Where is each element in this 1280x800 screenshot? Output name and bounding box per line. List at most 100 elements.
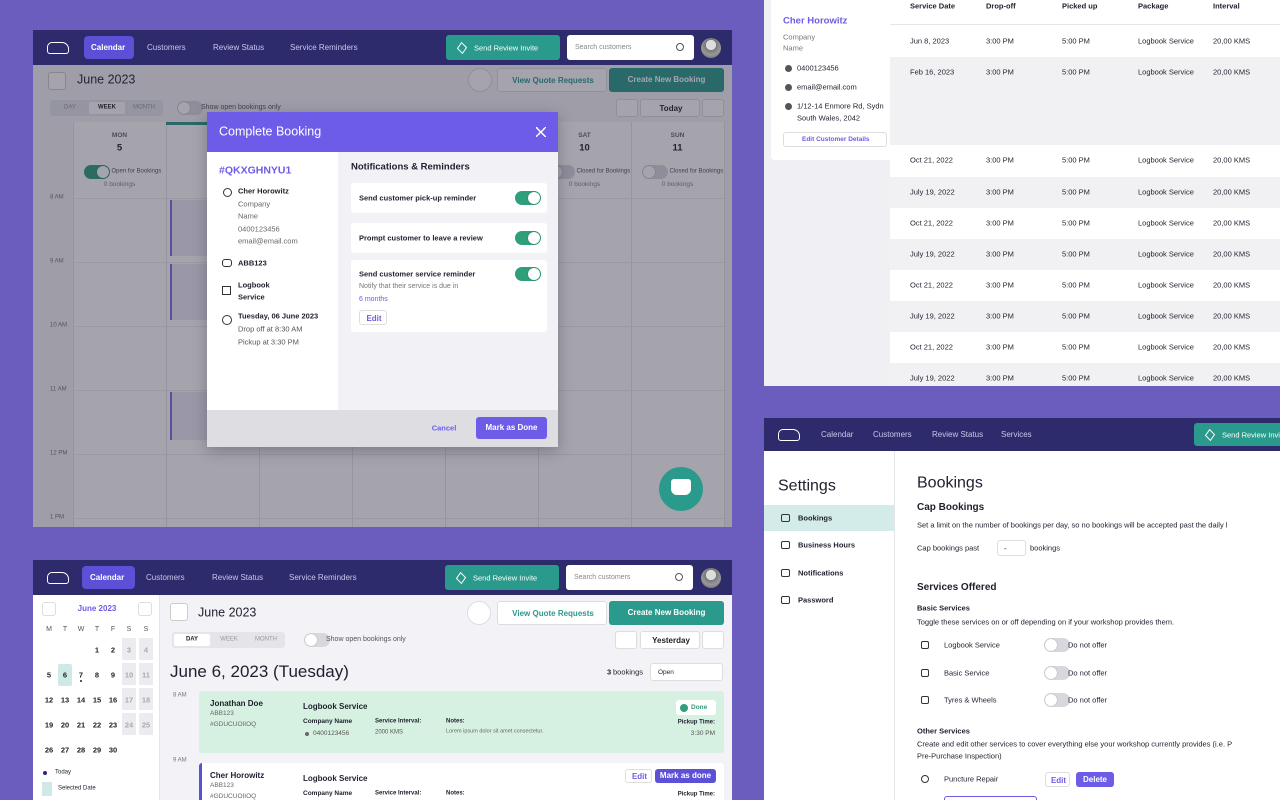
tab[interactable]: WEEK	[98, 104, 116, 111]
nav-item[interactable]: Review Status	[932, 429, 984, 439]
month-title: June 2023	[77, 72, 136, 87]
date[interactable]: 16	[108, 695, 118, 705]
date[interactable]: 14	[76, 695, 86, 705]
booking-card[interactable]	[199, 691, 724, 753]
toggle[interactable]	[515, 267, 541, 281]
bell-button	[467, 601, 491, 625]
nav-item[interactable]: Customers	[147, 42, 186, 52]
date[interactable]: 9	[110, 670, 116, 680]
service-icon	[921, 668, 929, 677]
button[interactable]: View Quote Requests	[497, 601, 607, 625]
date[interactable]: 17	[124, 695, 134, 705]
next-button[interactable]	[702, 99, 724, 117]
send-invite-button[interactable]: Send Review Invite	[445, 565, 559, 590]
view-tabs: DAY WEEK MONTH	[50, 100, 163, 116]
next-month[interactable]	[138, 602, 152, 616]
date[interactable]: 20	[60, 720, 70, 730]
date[interactable]: 22	[92, 720, 102, 730]
description: Create and edit other services to cover …	[917, 739, 1233, 749]
toggle[interactable]	[304, 633, 330, 647]
tab[interactable]: MONTH	[255, 636, 277, 643]
button[interactable]: Create New Booking	[609, 601, 724, 625]
button[interactable]: Edit	[359, 310, 387, 325]
nav-item[interactable]: Customers	[873, 429, 912, 439]
toggle[interactable]	[515, 231, 541, 245]
toggle[interactable]	[641, 165, 668, 179]
date[interactable]: 10	[124, 670, 134, 680]
nav-item[interactable]: Review Status	[212, 572, 264, 582]
menu-button[interactable]	[48, 72, 66, 90]
menu-item[interactable]: Notifications	[798, 568, 844, 578]
button[interactable]: Delete	[1076, 772, 1114, 787]
nav-item[interactable]: Services	[1001, 429, 1032, 439]
nav-item[interactable]: Calendar	[90, 572, 125, 582]
nav-item[interactable]: Calendar	[91, 42, 126, 52]
next-button[interactable]	[702, 631, 724, 649]
edit-customer-button[interactable]: Edit Customer Details	[783, 132, 887, 147]
menu-item[interactable]: Bookings	[798, 513, 833, 523]
tab[interactable]: DAY	[64, 104, 76, 111]
date[interactable]: 30	[108, 745, 118, 755]
button[interactable]: Yesterday	[640, 631, 700, 649]
date[interactable]: 23	[108, 720, 118, 730]
prev-button[interactable]	[615, 631, 637, 649]
button-label: Yesterday	[652, 636, 690, 646]
nav-item[interactable]: Calendar	[821, 429, 854, 439]
date[interactable]: 26	[44, 745, 54, 755]
menu-item[interactable]: Business Hours	[798, 540, 856, 550]
toggle[interactable]	[1044, 693, 1070, 707]
cancel-button[interactable]: Cancel	[431, 423, 457, 433]
button[interactable]: Create New Booking	[609, 68, 724, 92]
date[interactable]: 25	[141, 720, 151, 730]
date[interactable]: 5	[46, 670, 52, 680]
nav-item[interactable]: Customers	[146, 572, 185, 582]
toggle[interactable]	[1044, 638, 1070, 652]
button[interactable]: Edit	[625, 769, 652, 783]
menu-item[interactable]: Password	[798, 595, 834, 605]
toggle[interactable]	[177, 101, 203, 115]
add-service-button[interactable]	[944, 796, 1037, 800]
cap-select[interactable]: -	[997, 540, 1026, 556]
date[interactable]: 18	[141, 695, 151, 705]
date[interactable]: 24	[124, 720, 134, 730]
date[interactable]: 29	[92, 745, 102, 755]
nav-item[interactable]: Review Status	[213, 42, 265, 52]
button[interactable]: Mark as Done	[476, 417, 547, 439]
tab[interactable]: DAY	[185, 636, 199, 643]
date[interactable]: 1	[94, 645, 100, 655]
search-box[interactable]: Search customers	[566, 565, 693, 590]
send-invite-button[interactable]: Send Review Invite	[1194, 423, 1280, 446]
date[interactable]: 19	[44, 720, 54, 730]
close-icon[interactable]	[536, 127, 546, 137]
search-box[interactable]: Search customers	[567, 35, 694, 60]
date[interactable]: 3	[126, 645, 132, 655]
nav-item[interactable]: Service Reminders	[289, 572, 357, 582]
toggle[interactable]	[1044, 665, 1070, 680]
date[interactable]: 13	[60, 695, 70, 705]
prev-month[interactable]	[42, 602, 56, 616]
date[interactable]: 28	[76, 745, 86, 755]
date[interactable]: 4	[143, 645, 149, 655]
send-invite-button[interactable]: Send Review Invite	[446, 35, 560, 60]
date[interactable]: 21	[76, 720, 86, 730]
button[interactable]: Mark as done	[655, 769, 716, 783]
button[interactable]: Edit	[1045, 772, 1070, 787]
date[interactable]: 15	[92, 695, 102, 705]
tab[interactable]: WEEK	[220, 636, 238, 643]
date[interactable]: 7	[78, 670, 84, 680]
prev-button[interactable]	[616, 99, 638, 117]
status-filter[interactable]: Open	[650, 663, 723, 681]
menu-button[interactable]	[170, 603, 188, 621]
date[interactable]: 27	[60, 745, 70, 755]
date[interactable]: 8	[94, 670, 100, 680]
button[interactable]: View Quote Requests	[497, 68, 607, 92]
date[interactable]: 2	[110, 645, 116, 655]
toggle[interactable]	[515, 191, 541, 205]
tab[interactable]: MONTH	[133, 104, 155, 111]
date[interactable]: 12	[44, 695, 54, 705]
button[interactable]: Today	[640, 99, 700, 117]
date[interactable]: 6	[62, 670, 68, 680]
nav-item[interactable]: Service Reminders	[290, 42, 358, 52]
toggle[interactable]	[83, 165, 110, 179]
date[interactable]: 11	[142, 670, 150, 680]
